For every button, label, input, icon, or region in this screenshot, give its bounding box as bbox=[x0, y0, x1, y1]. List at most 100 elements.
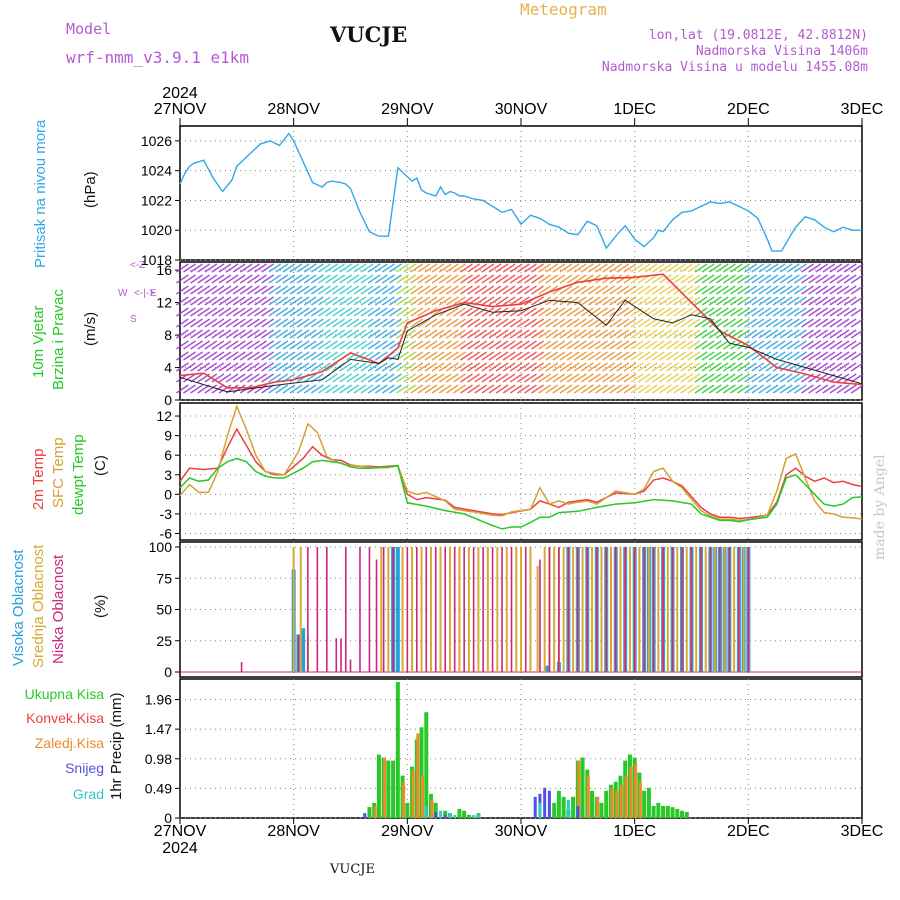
wind-barb bbox=[673, 329, 687, 339]
wind-barb bbox=[836, 351, 850, 361]
wind-barb bbox=[758, 274, 772, 284]
wind-barb bbox=[225, 373, 239, 383]
wind-barb bbox=[680, 340, 694, 350]
wind-barb bbox=[630, 318, 644, 328]
precip-bar bbox=[638, 781, 642, 818]
wind-barb bbox=[524, 274, 537, 284]
wind-barb bbox=[303, 373, 317, 383]
wind-barb bbox=[666, 351, 679, 361]
wind-barb bbox=[616, 307, 630, 317]
wind-barb bbox=[332, 373, 346, 383]
wind-barb bbox=[318, 318, 331, 328]
wind-barb bbox=[467, 274, 481, 284]
wind-barb bbox=[715, 285, 729, 295]
wind-barb bbox=[325, 318, 338, 328]
wind-barb bbox=[666, 362, 679, 372]
wind-barb bbox=[453, 307, 466, 317]
wind-barb bbox=[843, 329, 857, 339]
wind-barb bbox=[325, 373, 338, 383]
wind-barb bbox=[609, 285, 623, 295]
precip-bar bbox=[571, 796, 576, 818]
wind-barb bbox=[488, 318, 502, 328]
wind-barb bbox=[218, 274, 232, 284]
wind-barb bbox=[659, 263, 672, 273]
wind-barb bbox=[836, 263, 850, 273]
wind-barb bbox=[680, 351, 694, 361]
wind-barb bbox=[339, 307, 353, 317]
wind-barb bbox=[190, 263, 203, 273]
wind-barb bbox=[545, 296, 559, 306]
cloud-bar bbox=[375, 559, 378, 672]
wind-barb bbox=[268, 329, 282, 339]
wind-barb bbox=[460, 329, 473, 339]
wind-barb bbox=[588, 285, 601, 295]
x-tick-label-bottom: 27NOV bbox=[154, 823, 207, 840]
wind-barb bbox=[659, 274, 672, 284]
wind-barb bbox=[382, 285, 395, 295]
cloud-bar bbox=[382, 547, 385, 672]
wind-barb bbox=[389, 318, 402, 328]
cloud-bar bbox=[240, 662, 243, 672]
wind-barb bbox=[694, 274, 708, 284]
cloud-bar bbox=[548, 547, 551, 672]
wind-barb bbox=[651, 373, 665, 383]
wind-barb bbox=[829, 285, 843, 295]
wind-barb bbox=[481, 307, 495, 317]
wind-barb bbox=[531, 296, 544, 306]
wind-barb bbox=[609, 296, 623, 306]
cloud-bar bbox=[624, 547, 626, 672]
wind-barb bbox=[431, 263, 445, 273]
wind-barb bbox=[509, 318, 523, 328]
wind-barb bbox=[623, 318, 637, 328]
wind-barb bbox=[687, 274, 701, 284]
wind-barb bbox=[531, 285, 544, 295]
wind-barb bbox=[588, 263, 601, 273]
wind-barb bbox=[460, 274, 473, 284]
wind-barb bbox=[609, 274, 623, 284]
wind-barb bbox=[779, 318, 793, 328]
precip-bar bbox=[419, 727, 424, 818]
wind-barb bbox=[374, 285, 388, 295]
wind-barb bbox=[204, 384, 218, 394]
wind-barb bbox=[588, 318, 601, 328]
wind-barb bbox=[502, 274, 516, 284]
cloud-bar bbox=[301, 628, 306, 672]
wind-barb bbox=[623, 307, 637, 317]
wind-barb bbox=[616, 351, 630, 361]
wind-barb bbox=[417, 274, 431, 284]
wind-barb bbox=[744, 263, 758, 273]
wind-barb bbox=[616, 340, 630, 350]
wind-barb bbox=[282, 384, 296, 394]
wind-barb bbox=[545, 307, 559, 317]
wind-barb bbox=[786, 329, 800, 339]
wind-barb bbox=[559, 318, 573, 328]
wind-barb bbox=[318, 285, 331, 295]
wind-barb bbox=[310, 384, 324, 394]
wind-barb bbox=[531, 274, 544, 284]
wind-barb bbox=[794, 351, 807, 361]
wind-barb bbox=[836, 329, 850, 339]
wind-barb bbox=[460, 318, 473, 328]
wind-barb bbox=[588, 351, 601, 361]
y-tick-label: 0 bbox=[164, 392, 172, 408]
wind-barb bbox=[623, 340, 637, 350]
wind-barb bbox=[701, 263, 715, 273]
wind-barb bbox=[595, 384, 608, 394]
wind-barb bbox=[751, 318, 765, 328]
wind-barb bbox=[651, 274, 665, 284]
wind-barb bbox=[282, 362, 296, 372]
wind-barb bbox=[516, 362, 530, 372]
cloud-bar bbox=[359, 547, 361, 672]
wind-barb bbox=[595, 340, 608, 350]
wind-barb bbox=[602, 362, 616, 372]
wind-barb bbox=[808, 340, 822, 350]
y-tick-label: 50 bbox=[156, 602, 172, 618]
wind-barb bbox=[488, 263, 502, 273]
y-tick-label: 4 bbox=[164, 360, 172, 376]
precip-bar bbox=[424, 805, 428, 818]
wind-barb bbox=[410, 340, 424, 350]
wind-barb bbox=[431, 373, 445, 383]
wind-barb bbox=[275, 329, 289, 339]
compass-north: <-Z bbox=[130, 260, 146, 271]
wind-barb bbox=[247, 351, 260, 361]
